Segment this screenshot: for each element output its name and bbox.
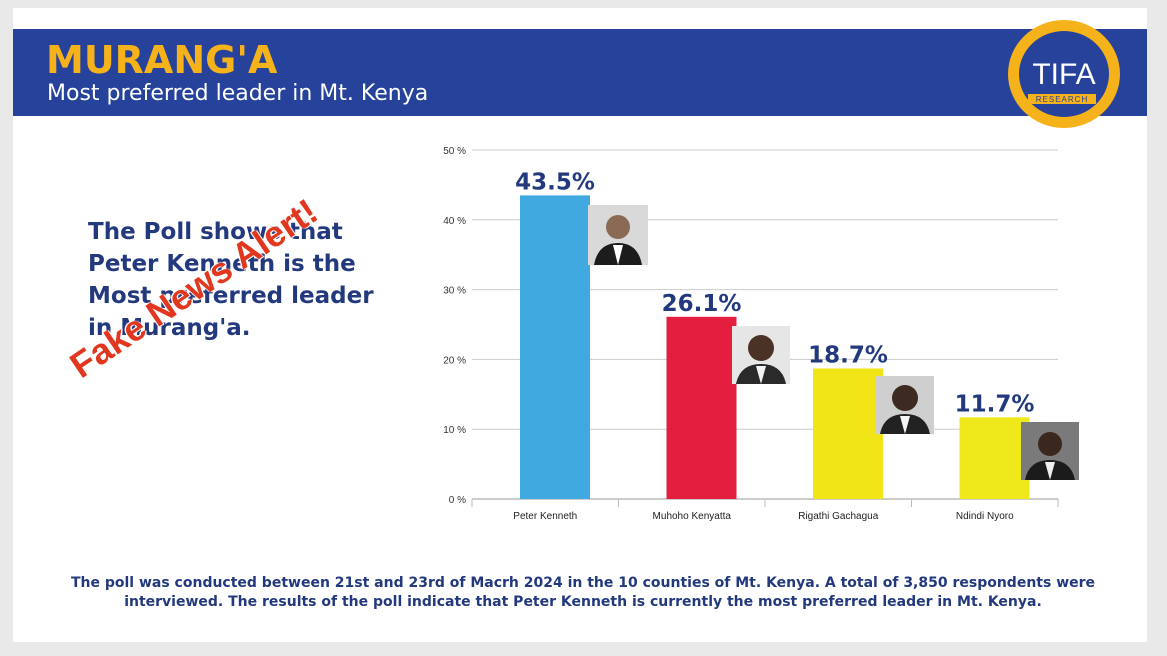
y-tick-label: 50 % — [443, 146, 466, 157]
candidate-photo-ndindi-nyoro — [1021, 422, 1079, 480]
poll-claim-text: The Poll shows that Peter Kenneth is the… — [88, 219, 374, 341]
x-tick-label: Muhoho Kenyatta — [653, 511, 732, 522]
x-tick-label: Ndindi Nyoro — [956, 511, 1014, 522]
y-tick-label: 0 % — [449, 495, 466, 506]
header-banner — [13, 29, 1147, 116]
page-subtitle: Most preferred leader in Mt. Kenya — [47, 81, 429, 106]
data-label: 43.5% — [515, 169, 595, 195]
bar — [520, 195, 590, 499]
page-title: MURANG'A — [46, 38, 278, 82]
data-label: 18.7% — [808, 342, 888, 368]
bar — [813, 368, 883, 499]
data-label: 11.7% — [955, 391, 1035, 417]
poll-methodology-footer: The poll was conducted between 21st and … — [70, 575, 1096, 610]
data-label: 26.1% — [662, 291, 742, 317]
y-tick-label: 10 % — [443, 425, 466, 436]
tifa-logo: TIFA RESEARCH — [1008, 20, 1120, 128]
y-tick-label: 20 % — [443, 355, 466, 366]
candidate-photo-rigathi-gachagua — [876, 376, 934, 434]
candidate-photo-muhoho-kenyatta — [732, 326, 790, 384]
candidate-photo-peter-kenneth — [588, 205, 648, 265]
y-tick-label: 30 % — [443, 286, 466, 297]
y-tick-label: 40 % — [443, 216, 466, 227]
bar — [666, 316, 737, 499]
logo-subtext: RESEARCH — [1036, 95, 1088, 104]
bar — [959, 417, 1030, 499]
bar-chart: 0 % 10 % 20 % 30 % 40 % 50 % 43.5% Peter Kennet… — [443, 146, 1059, 522]
x-tick-label: Rigathi Gachagua — [798, 511, 878, 522]
x-tick-label: Peter Kenneth — [513, 511, 577, 522]
logo-text: TIFA — [1032, 58, 1095, 91]
